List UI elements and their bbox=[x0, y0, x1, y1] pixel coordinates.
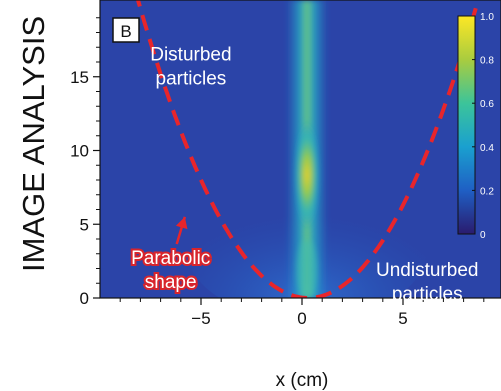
colorbar-tick-label: 0.8 bbox=[480, 56, 494, 67]
colorbar-tick-label: 1.0 bbox=[480, 12, 494, 23]
x-tick-label: −5 bbox=[191, 309, 210, 328]
annotation-text: Parabolic bbox=[131, 248, 210, 269]
plot-frame bbox=[99, 0, 501, 299]
annotation-text: particles bbox=[392, 284, 463, 305]
side-title: IMAGE ANALYSIS bbox=[16, 16, 51, 272]
colorbar: 0 0.2 0.4 0.6 0.8 1.0 bbox=[457, 12, 494, 241]
plume-base bbox=[297, 240, 317, 298]
x-tick-label: 5 bbox=[398, 309, 407, 328]
annotation: Parabolic shape bbox=[129, 216, 212, 295]
annotation: Disturbed particles bbox=[150, 45, 231, 90]
x-axis-label: x (cm) bbox=[276, 370, 329, 391]
annotation-arrowhead bbox=[175, 216, 188, 230]
axis-ticks: −5 0 5 0 5 10 15 bbox=[70, 17, 485, 328]
heatmap-plot bbox=[100, 0, 501, 298]
colorbar-bar bbox=[457, 15, 476, 235]
y-tick-label: 15 bbox=[70, 68, 89, 87]
y-tick-label: 5 bbox=[80, 215, 89, 234]
panel-letter: B bbox=[120, 22, 131, 41]
colorbar-tick-label: 0 bbox=[480, 230, 486, 241]
colorbar-tick-label: 0.6 bbox=[480, 99, 494, 110]
annotation-text: Disturbed bbox=[150, 45, 231, 66]
annotation: Undisturbed particles bbox=[376, 260, 478, 305]
colorbar-ticks: 0 0.2 0.4 0.6 0.8 1.0 bbox=[472, 12, 494, 241]
plume-core bbox=[294, 120, 320, 230]
colorbar-tick-label: 0.2 bbox=[480, 186, 494, 197]
panel-letter-frame bbox=[112, 17, 140, 43]
y-tick-label: 10 bbox=[70, 142, 89, 161]
y-tick-label: 0 bbox=[80, 289, 89, 308]
annotation-text: Undisturbed bbox=[376, 260, 478, 281]
annotations: Disturbed particles Parabolic shape Undistur… bbox=[129, 45, 478, 305]
colorbar-tick-label: 0.4 bbox=[480, 143, 494, 154]
x-tick-label: 0 bbox=[297, 309, 306, 328]
annotation-text: particles bbox=[156, 69, 227, 90]
annotation-text: shape bbox=[145, 272, 197, 293]
panel-letter-box: B bbox=[112, 17, 140, 43]
